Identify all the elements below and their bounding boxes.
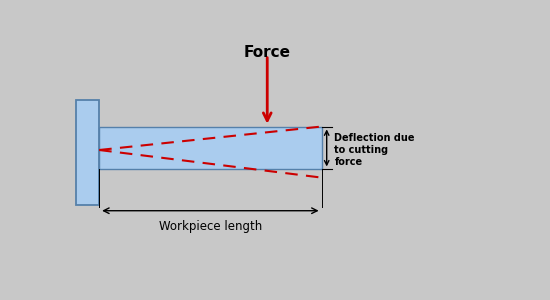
Text: Workpiece length: Workpiece length	[159, 220, 262, 233]
Text: Force: Force	[244, 45, 291, 60]
Bar	[99, 127, 322, 169]
Text: Deflection due
to cutting
force: Deflection due to cutting force	[334, 134, 415, 166]
Bar	[76, 100, 99, 205]
